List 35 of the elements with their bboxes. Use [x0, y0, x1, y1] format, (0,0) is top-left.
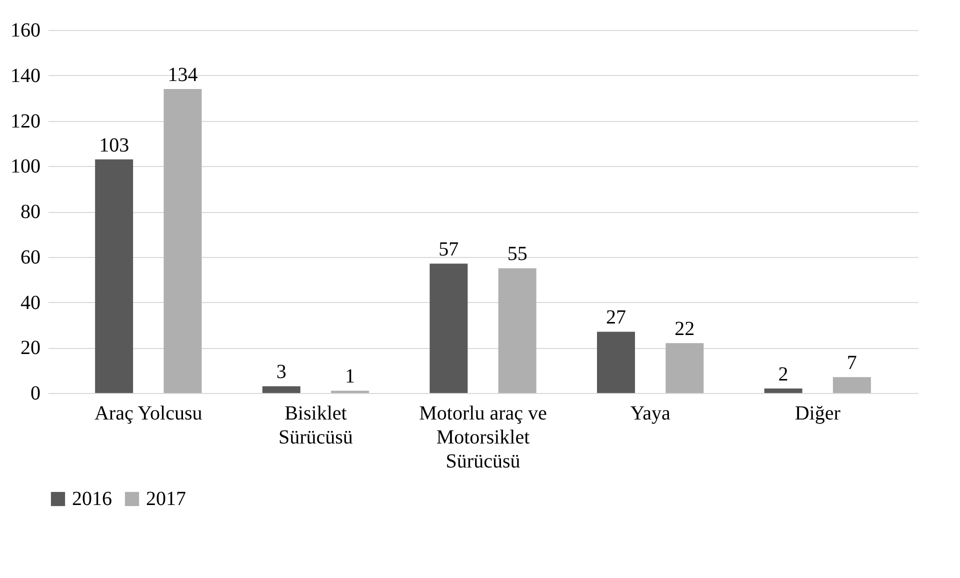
- legend-label: 2017: [146, 488, 186, 510]
- legend-label: 2016: [72, 488, 112, 510]
- bar: [430, 264, 468, 393]
- bar: [164, 88, 202, 393]
- data-label: 103: [99, 134, 130, 156]
- y-tick-label: 60: [20, 246, 40, 268]
- data-label: 134: [168, 64, 198, 86]
- bar: [95, 159, 134, 393]
- y-tick-label: 40: [20, 292, 40, 314]
- y-tick-label: 100: [10, 156, 40, 178]
- data-label: 27: [606, 306, 626, 329]
- data-label: 55: [507, 243, 528, 266]
- data-label: 22: [674, 318, 695, 340]
- bar: [262, 386, 300, 393]
- x-tick-label: Yaya: [630, 402, 671, 424]
- x-tick-label: Diğer: [794, 402, 841, 424]
- x-tick-label: Araç Yolcusu: [94, 402, 202, 424]
- data-label: 3: [276, 361, 286, 384]
- x-tick-label: Bisiklet Sürücüsü: [278, 402, 353, 448]
- x-tick-label: Motorlu araç ve Motorsiklet Sürücüsü: [419, 402, 547, 472]
- y-tick-label: 80: [20, 201, 40, 223]
- bar: [666, 343, 704, 393]
- y-tick-label: 0: [30, 382, 40, 404]
- data-label: 1: [345, 366, 356, 388]
- y-tick-label: 160: [10, 20, 40, 42]
- y-tick-label: 120: [10, 110, 40, 132]
- data-label: 7: [846, 352, 857, 374]
- y-tick-label: 140: [10, 64, 40, 87]
- bar: [764, 388, 802, 393]
- bar: [832, 377, 871, 393]
- y-tick-label: 20: [20, 337, 40, 360]
- data-label: 2: [778, 363, 788, 386]
- bar: [498, 268, 536, 393]
- data-label: 57: [438, 238, 459, 261]
- bar: [596, 332, 635, 393]
